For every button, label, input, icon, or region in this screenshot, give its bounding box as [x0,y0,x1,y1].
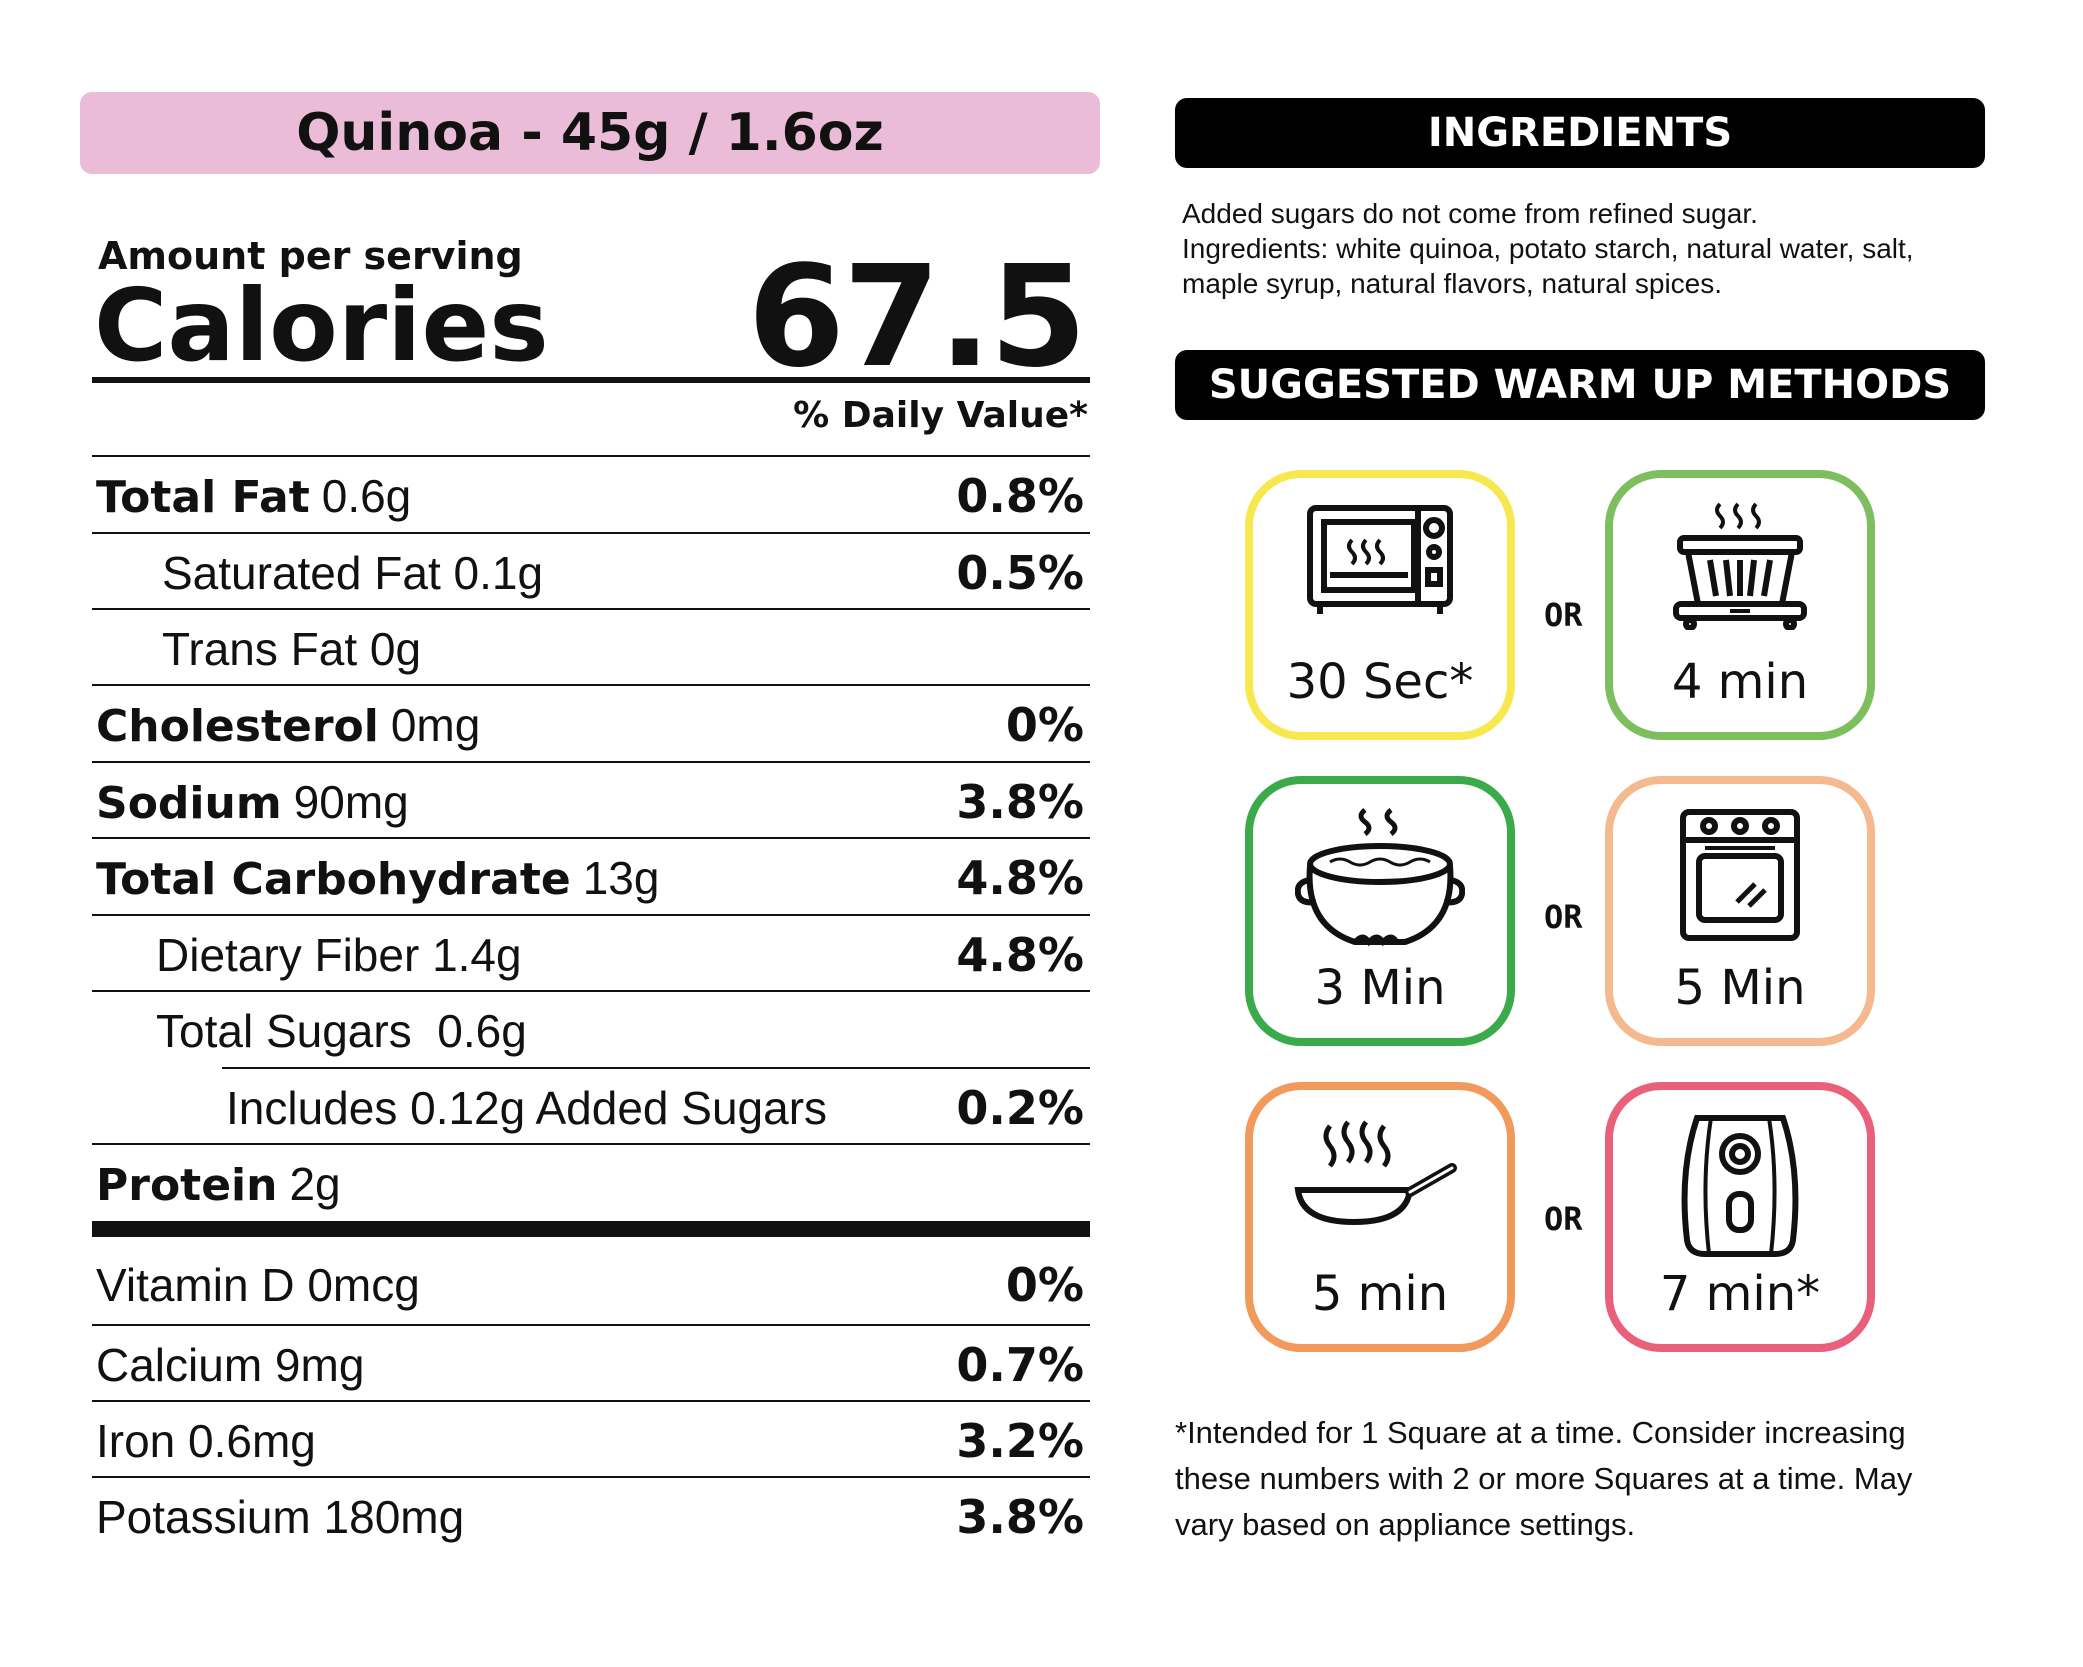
nutrient-amount: 0.6g [321,470,412,522]
frying-pan-icon [1294,1120,1457,1226]
vitamin-row-potassium: Potassium 180mg 3.8% [92,1478,1090,1554]
steamer-icon [1673,502,1807,630]
nutrient-row-total-sugars: Total Sugars 0.6g [92,992,1090,1068]
nutrient-dv: 3.8% [956,775,1084,829]
divider [92,532,1090,534]
nutrient-row-trans-fat: Trans Fat 0g [92,610,1090,686]
warmup-heading: SUGGESTED WARM UP METHODS [1175,350,1985,420]
calories-label: Calories [94,267,549,384]
vitamin-label: Potassium 180mg [96,1491,465,1543]
amount-per-serving-label: Amount per serving [98,234,523,278]
nutrient-row-saturated-fat: Saturated Fat 0.1g 0.5% [92,534,1090,610]
calories-value: 67.5 [747,236,1087,399]
nutrient-name: Total Carbohydrate [96,854,571,905]
divider [222,1067,1090,1069]
divider [92,1143,1090,1145]
nutrient-dv: 0.2% [956,1081,1084,1135]
nutrient-dv: 4.8% [956,928,1084,982]
oven-icon [1680,809,1800,941]
divider [92,914,1090,916]
or-label: OR [1544,1200,1583,1238]
nutrient-row-total-fat: Total Fat 0.6g 0.8% [92,457,1090,533]
nutrient-dv: 4.8% [956,851,1084,905]
nutrient-amount: Dietary Fiber 1.4g [156,929,522,981]
method-card-stovetop-pot: 3 Min [1245,776,1515,1046]
vitamin-row-calcium: Calcium 9mg 0.7% [92,1326,1090,1402]
footnote-line: *Intended for 1 Square at a time. Consid… [1175,1415,1906,1450]
footnote-line: these numbers with 2 or more Squares at … [1175,1461,1913,1496]
method-time: 5 Min [1674,960,1806,1016]
vitamin-label: Iron 0.6mg [96,1415,316,1467]
divider [92,455,1090,457]
nutrient-dv: 0.8% [956,469,1084,523]
nutrient-name: Protein [96,1160,278,1211]
microwave-icon [1307,505,1453,614]
ingredients-line: maple syrup, natural flavors, natural sp… [1182,268,1723,299]
method-card-microwave: 30 Sec* [1245,470,1515,740]
pot-icon [1295,808,1465,947]
ingredients-line: Added sugars do not come from refined su… [1182,198,1758,229]
nutrient-name: Sodium [96,778,282,829]
vitamin-label: Calcium 9mg [96,1339,365,1391]
method-time: 3 Min [1314,960,1446,1016]
divider [92,761,1090,763]
vitamin-dv: 0% [1005,1258,1084,1312]
nutrient-row-sodium: Sodium 90mg 3.8% [92,763,1090,839]
divider [92,837,1090,839]
air-fryer-icon [1681,1115,1799,1257]
divider [92,684,1090,686]
thick-divider [92,1221,1090,1237]
divider [92,1324,1090,1326]
nutrient-dv: 0% [1005,698,1084,752]
nutrient-amount: 2g [289,1158,341,1210]
vitamin-dv: 3.2% [956,1414,1084,1468]
nutrient-amount: Trans Fat 0g [162,623,422,675]
ingredients-heading: INGREDIENTS [1175,98,1985,168]
method-card-frying-pan: 5 min [1245,1082,1515,1352]
nutrient-row-protein: Protein 2g [92,1145,1090,1221]
nutrient-row-total-carbohydrate: Total Carbohydrate 13g 4.8% [92,839,1090,915]
method-card-steamer: 4 min [1605,470,1875,740]
nutrient-row-cholesterol: Cholesterol 0mg 0% [92,686,1090,762]
nutrient-amount: 90mg [293,776,409,828]
vitamin-row-vitamin-d: Vitamin D 0mcg 0% [92,1246,1090,1322]
nutrient-dv: 0.5% [956,546,1084,600]
vitamin-dv: 0.7% [956,1338,1084,1392]
divider [92,1400,1090,1402]
method-time: 7 min* [1659,1266,1821,1322]
vitamin-row-iron: Iron 0.6mg 3.2% [92,1402,1090,1478]
nutrient-amount: Includes 0.12g Added Sugars [226,1082,828,1134]
method-card-air-fryer: 7 min* [1605,1082,1875,1352]
nutrient-name: Total Fat [96,472,310,523]
vitamin-label: Vitamin D 0mcg [96,1259,420,1311]
ingredients-text: Added sugars do not come from refined su… [1182,196,1982,301]
method-time: 30 Sec* [1286,654,1474,710]
divider [92,608,1090,610]
divider [92,990,1090,992]
footnote-line: vary based on appliance settings. [1175,1507,1636,1542]
vitamin-dv: 3.8% [956,1490,1084,1544]
method-card-oven: 5 Min [1605,776,1875,1046]
product-title: Quinoa - 45g / 1.6oz [80,92,1100,174]
nutrient-row-added-sugars: Includes 0.12g Added Sugars 0.2% [92,1069,1090,1145]
daily-value-label: % Daily Value* [793,395,1088,436]
or-label: OR [1544,898,1583,936]
ingredients-line: Ingredients: white quinoa, potato starch… [1182,233,1914,264]
method-time: 5 min [1311,1266,1449,1322]
nutrient-amount: 0mg [390,699,481,751]
nutrient-amount: 13g [582,852,660,904]
nutrient-amount: Saturated Fat 0.1g [162,547,544,599]
method-time: 4 min [1671,654,1809,710]
divider [92,1476,1090,1478]
nutrient-amount: Total Sugars 0.6g [156,1005,527,1057]
footnote: *Intended for 1 Square at a time. Consid… [1175,1410,2005,1548]
nutrient-name: Cholesterol [96,701,379,752]
calories-divider [92,377,1090,383]
or-label: OR [1544,596,1583,634]
nutrient-row-dietary-fiber: Dietary Fiber 1.4g 4.8% [92,916,1090,992]
